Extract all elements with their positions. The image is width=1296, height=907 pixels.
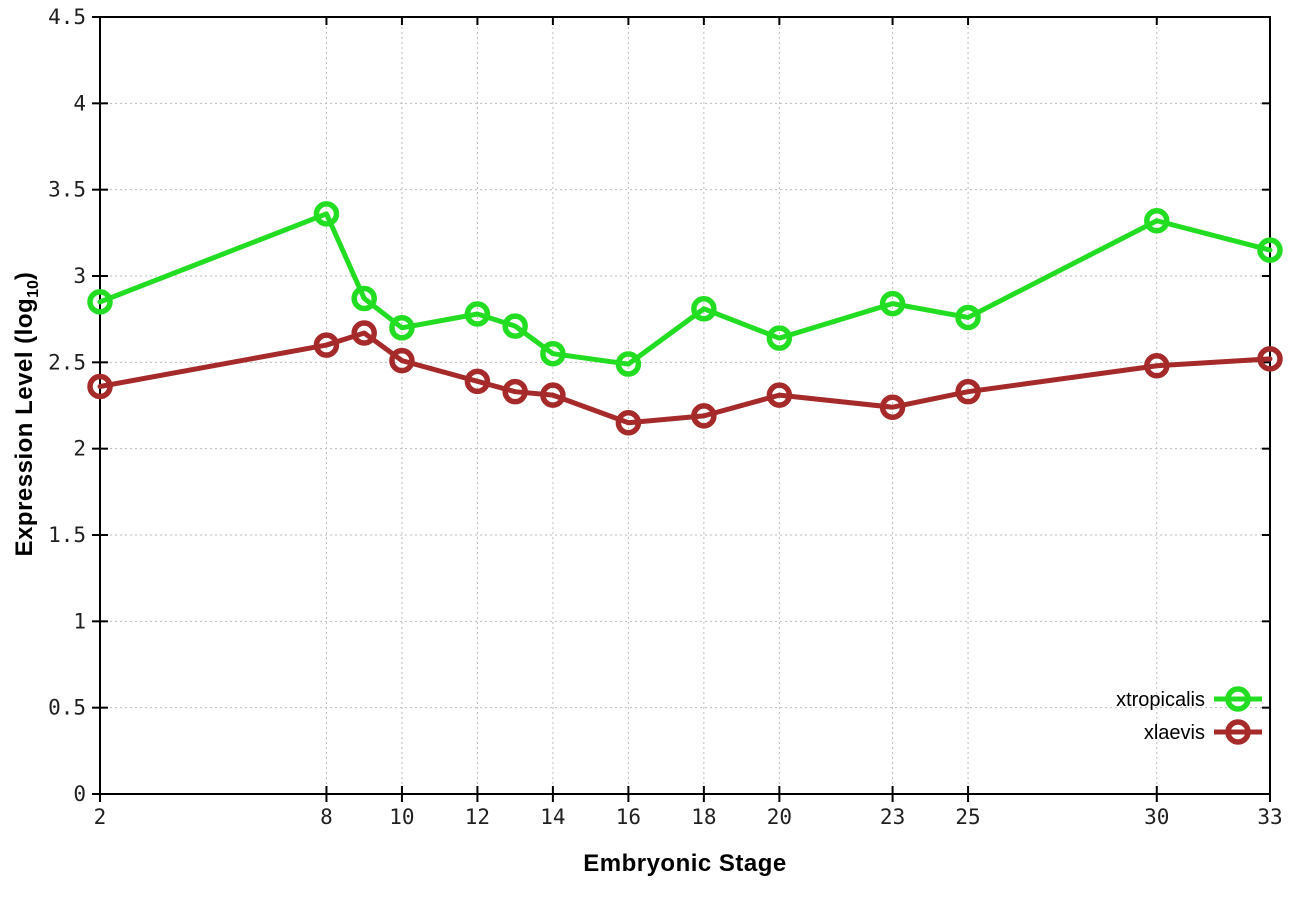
x-tick-label: 14 bbox=[540, 805, 565, 829]
data-point-xlaevis bbox=[1144, 353, 1170, 379]
x-tick-label: 23 bbox=[880, 805, 905, 829]
data-point-xtropicalis bbox=[1144, 207, 1170, 234]
y-tick-label: 0.5 bbox=[48, 696, 86, 720]
x-tick-label: 8 bbox=[320, 805, 333, 829]
y-tick-label: 4 bbox=[73, 91, 86, 115]
data-point-xlaevis bbox=[502, 378, 528, 405]
y-tick-label: 1.5 bbox=[48, 523, 86, 547]
data-point-xtropicalis bbox=[540, 340, 566, 367]
data-point-xtropicalis bbox=[87, 289, 113, 315]
data-point-xlaevis bbox=[691, 403, 717, 429]
y-tick-label: 2 bbox=[73, 437, 86, 461]
data-point-xtropicalis bbox=[615, 351, 642, 377]
y-tick-label: 1 bbox=[73, 609, 86, 633]
y-axis-title: Expression Level (log10) bbox=[11, 114, 43, 714]
x-tick-label: 33 bbox=[1257, 805, 1282, 829]
y-axis-title-subscript: 10 bbox=[25, 280, 42, 298]
data-point-xtropicalis bbox=[389, 315, 415, 341]
legend-label-xlaevis: xlaevis bbox=[1144, 722, 1205, 744]
x-tick-label: 18 bbox=[691, 805, 716, 829]
data-point-xlaevis bbox=[87, 373, 113, 400]
legend-marker-xtropicalis bbox=[1225, 686, 1251, 712]
y-axis-title-main: Expression Level (log bbox=[11, 297, 38, 557]
data-point-xtropicalis bbox=[351, 285, 377, 312]
data-point-xlaevis bbox=[389, 347, 415, 374]
legend-marker-xlaevis bbox=[1225, 719, 1251, 745]
data-point-xlaevis bbox=[1257, 346, 1283, 372]
y-axis-title-suffix: ) bbox=[11, 271, 38, 281]
data-point-xtropicalis bbox=[879, 290, 906, 317]
data-point-xtropicalis bbox=[313, 201, 340, 227]
data-point-xlaevis bbox=[615, 410, 642, 436]
data-point-xtropicalis bbox=[1257, 237, 1283, 263]
data-point-xtropicalis bbox=[502, 313, 528, 339]
y-tick-label: 3 bbox=[73, 264, 86, 288]
data-point-xlaevis bbox=[955, 378, 981, 405]
x-tick-label: 10 bbox=[389, 805, 414, 829]
y-tick-label: 2.5 bbox=[48, 350, 86, 374]
plot-border bbox=[99, 16, 1271, 795]
x-tick-label: 2 bbox=[94, 805, 107, 829]
x-axis-title: Embryonic Stage bbox=[583, 850, 787, 877]
x-tick-label: 12 bbox=[465, 805, 490, 829]
data-point-xtropicalis bbox=[955, 304, 981, 331]
y-tick-label: 4.5 bbox=[48, 5, 86, 29]
data-point-xlaevis bbox=[766, 382, 793, 408]
data-point-xtropicalis bbox=[766, 325, 793, 351]
series-line-xtropicalis bbox=[97, 211, 1273, 367]
data-point-xlaevis bbox=[879, 394, 906, 420]
x-tick-label: 16 bbox=[616, 805, 641, 829]
data-point-xtropicalis bbox=[691, 296, 717, 322]
x-tick-label: 25 bbox=[955, 805, 980, 829]
data-point-xtropicalis bbox=[464, 301, 491, 327]
y-tick-label: 0 bbox=[73, 782, 86, 806]
x-tick-label: 20 bbox=[767, 805, 792, 829]
legend-label-xtropicalis: xtropicalis bbox=[1116, 689, 1205, 711]
x-tick-label: 30 bbox=[1144, 805, 1169, 829]
data-point-xlaevis bbox=[351, 320, 377, 346]
series-line-xlaevis bbox=[97, 330, 1273, 426]
data-point-xlaevis bbox=[313, 332, 340, 358]
y-tick-label: 3.5 bbox=[48, 178, 86, 202]
data-point-xlaevis bbox=[540, 382, 566, 408]
data-point-xlaevis bbox=[464, 368, 491, 395]
